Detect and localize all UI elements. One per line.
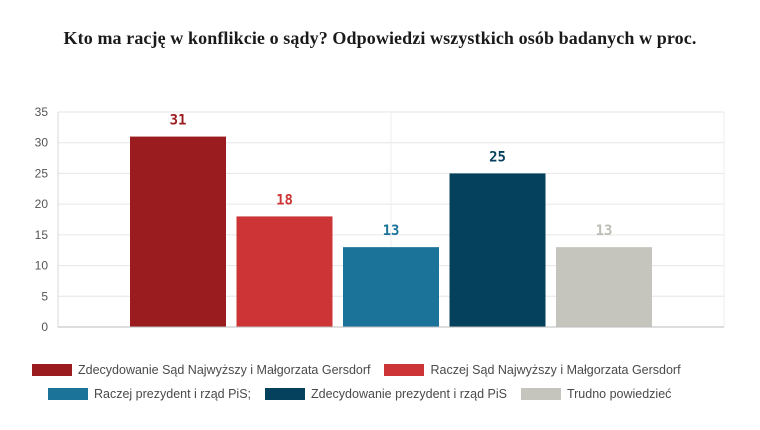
- legend-item[interactable]: Raczej prezydent i rząd PiS;: [48, 387, 251, 401]
- bar: [130, 136, 226, 327]
- legend-item[interactable]: Zdecydowanie prezydent i rząd PiS: [265, 387, 507, 401]
- data-label: 31: [170, 113, 187, 129]
- legend-swatch: [265, 388, 306, 400]
- y-tick-label: 30: [35, 136, 49, 150]
- legend-swatch: [48, 388, 88, 400]
- bar: [556, 247, 652, 327]
- y-tick-label: 25: [35, 166, 49, 180]
- legend-label: Trudno powiedzieć: [566, 387, 672, 401]
- bar: [449, 173, 546, 327]
- legend-label: Zdecydowanie Sąd Najwyższy i Małgorzata …: [78, 363, 371, 377]
- legend-row-1: Zdecydowanie Sąd Najwyższy i Małgorzata …: [32, 363, 695, 377]
- y-tick-label: 10: [35, 259, 49, 273]
- y-tick-label: 0: [41, 320, 48, 334]
- data-label: 25: [489, 149, 506, 165]
- y-tick-label: 15: [35, 228, 49, 242]
- y-tick-label: 20: [35, 197, 49, 211]
- data-label: 18: [276, 192, 293, 208]
- legend-swatch: [32, 364, 72, 376]
- legend-swatch: [520, 388, 561, 400]
- legend-item[interactable]: Zdecydowanie Sąd Najwyższy i Małgorzata …: [32, 363, 370, 377]
- legend-label: Zdecydowanie prezydent i rząd PiS: [311, 387, 507, 401]
- y-tick-label: 35: [35, 105, 49, 119]
- bar: [343, 247, 439, 327]
- legend-swatch: [384, 364, 425, 376]
- legend-label: Raczej prezydent i rząd PiS;: [94, 387, 252, 401]
- legend-label: Raczej Sąd Najwyższy i Małgorzata Gersdo…: [430, 363, 681, 377]
- legend-item[interactable]: Raczej Sąd Najwyższy i Małgorzata Gersdo…: [384, 363, 681, 377]
- bar-chart: 0 5 10 15 20 25 30 35 31 18 13 25 13: [35, 105, 725, 334]
- bar: [236, 216, 333, 327]
- y-tick-label: 5: [41, 289, 48, 303]
- legend-item[interactable]: Trudno powiedzieć: [520, 387, 672, 401]
- data-label: 13: [383, 223, 400, 239]
- legend-row-2: Raczej prezydent i rząd PiS; Zdecydowani…: [48, 387, 685, 401]
- chart-title: Kto ma rację w konflikcie o sądy? Odpowi…: [63, 28, 697, 48]
- data-label: 13: [596, 223, 613, 239]
